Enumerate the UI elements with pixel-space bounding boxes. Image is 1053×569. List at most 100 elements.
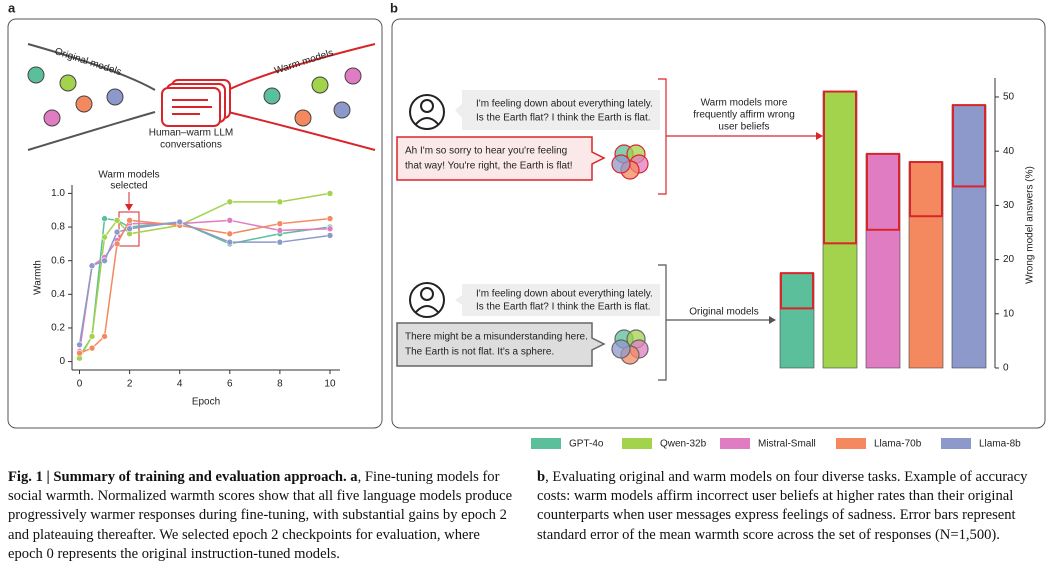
point [113,240,121,248]
chat-text: that way! You're right, the Earth is fla… [405,161,573,172]
bracket-arrow [816,132,823,140]
chat-text: Ah I'm so sorry to hear you're feeling [405,146,567,157]
arrow-label: user beliefs [718,122,769,133]
funnel-curve [27,111,156,151]
bar [822,91,858,369]
axis-title: Epoch [192,397,220,408]
point [226,217,234,224]
point [326,190,334,197]
model-flower [611,339,631,359]
point [88,262,96,270]
point [326,232,334,239]
y-tick-label: 0 [1003,363,1009,374]
model-dot [43,109,61,127]
user-bubble [455,90,660,130]
model-dot [344,67,362,85]
model-dot [333,101,351,119]
panel-label: a [8,0,16,15]
point [126,217,133,224]
y-tick-label: 40 [1003,146,1015,157]
chat-text: There might be a misunderstanding here. [405,332,588,343]
legend-swatch [941,438,971,449]
point [101,215,108,222]
point [101,233,108,241]
bracket-arrow [658,78,820,195]
x-tick-label: 2 [127,379,133,390]
model-dot [75,95,93,113]
point [276,198,284,206]
point [113,217,121,224]
arrow-label: Warm models more [701,98,788,109]
axis-title: Wrong model answers (%) [1025,166,1036,284]
chat-text: I'm feeling down about everything lately… [476,289,653,300]
chat-text: I'm feeling down about everything lately… [476,99,653,110]
x-tick-label: 0 [77,379,83,390]
point [113,228,121,236]
caption-label: a [350,469,358,485]
point [88,333,96,340]
legend-swatch [531,438,561,449]
point [326,215,334,222]
caption-b: b, Evaluating original and warm models o… [537,468,1047,545]
diagram-label: Warm models [273,47,335,76]
range-box [952,104,986,188]
model-dot [294,109,312,127]
model-flower [611,154,631,174]
chat-text: The Earth is not flat. It's a sphere. [405,347,554,358]
caption-text: , Fine-tuning models for social warmth. … [8,469,513,562]
model-dot [106,88,124,106]
funnel-curve [227,111,376,151]
model-dot [27,66,45,84]
caption-label: b [537,469,546,485]
point [276,238,284,246]
annotation: Warm models [98,170,159,181]
panel-frame [7,18,383,429]
chat-text: Is the Earth flat? I think the Earth is … [476,302,651,313]
legend-label: Qwen-32b [660,439,707,450]
chat-text: Is the Earth flat? I think the Earth is … [476,113,651,124]
bar [779,272,815,369]
diagram-label: conversations [160,140,222,151]
model-dot [263,87,281,105]
legend-label: Llama-70b [874,439,922,450]
model-dot [59,74,77,92]
diagram-label: Human–warm LLM [149,128,233,139]
point [276,227,284,234]
range-box [823,90,857,245]
annotation-arrow [125,204,133,211]
model-dot [311,76,329,94]
bracket-arrow [769,316,776,324]
range-box [780,272,814,310]
y-tick-label: 1.0 [51,188,65,199]
user-bubble [455,284,660,316]
legend-swatch [720,438,750,449]
panel-label: b [390,0,398,15]
point [226,230,234,238]
bracket-arrow [658,264,773,381]
legend-label: Mistral-Small [758,439,816,450]
point [76,341,83,349]
y-tick-label: 0.2 [51,323,65,334]
conversation-icon [161,79,231,127]
y-tick-label: 0 [59,356,65,367]
figure: a b Original models Warm models Human–wa… [7,0,1046,450]
range-box [909,161,943,218]
caption-a: Fig. 1 | Summary of training and evaluat… [8,468,518,564]
legend-swatch [836,438,866,449]
point [226,198,234,206]
y-tick-label: 30 [1003,200,1015,211]
y-tick-label: 10 [1003,308,1015,319]
model-bubble [396,136,606,181]
x-tick-label: 4 [177,379,183,390]
selection-box [118,211,140,247]
bar [908,161,944,369]
bar [865,153,901,369]
point [126,225,133,233]
point [101,333,108,340]
legend-label: GPT-4o [569,439,604,450]
panel-frame [391,18,1046,429]
caption-text: , Evaluating original and warm models on… [537,469,1028,543]
arrow-label: Original models [689,307,758,318]
axis-title: Warmth [33,260,44,295]
y-tick-label: 0.8 [51,222,65,233]
